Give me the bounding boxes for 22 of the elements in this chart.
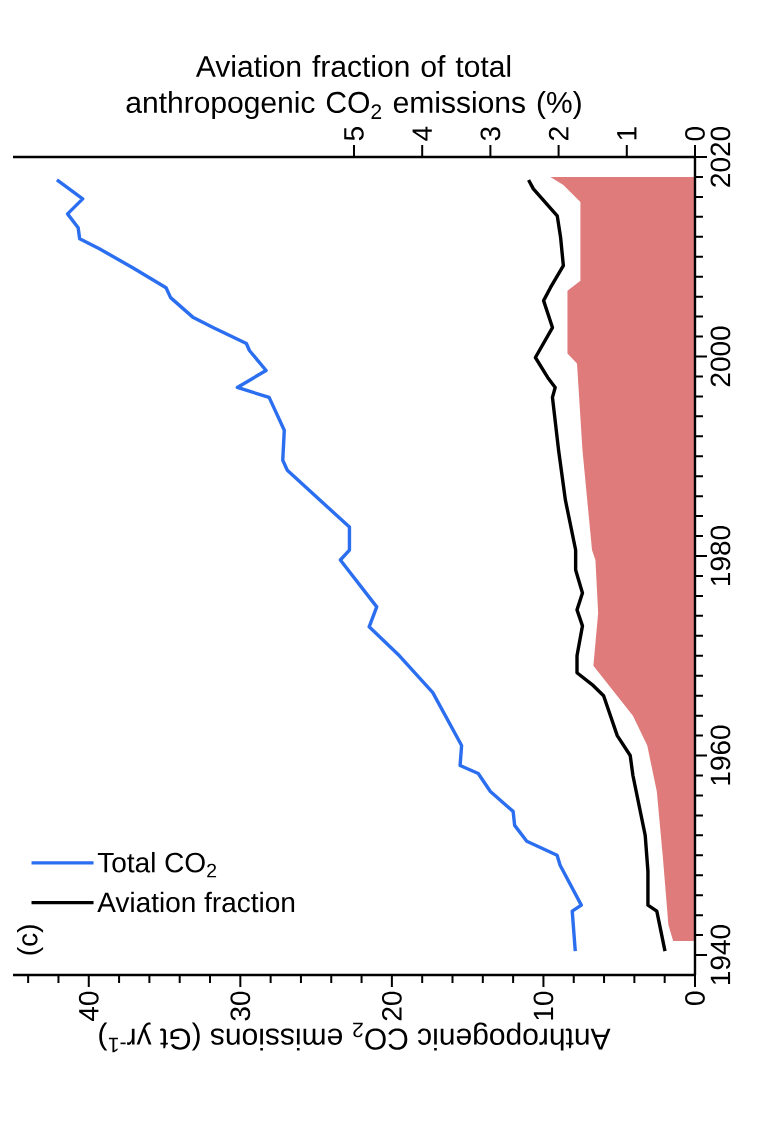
legend-label: Aviation fraction [97, 891, 295, 913]
x2-tick-label: 5 [344, 127, 364, 141]
y-tick-label: 2020 [710, 126, 731, 187]
x2-tick-label: 3 [480, 127, 501, 141]
x2-tick-label: 2 [548, 127, 569, 141]
x-axis-title: Anthropogenic CO$_{2}$ emissions (Gt yr$^{-1}$) [99, 1022, 611, 1053]
x-tick-label: 20 [381, 991, 402, 1021]
x-tick-label: 40 [78, 991, 99, 1022]
x2-tick-label: 0 [685, 126, 705, 141]
x-tick-label: 0 [685, 991, 705, 1005]
y-tick-label: 2000 [710, 326, 731, 387]
x-tick-label: 30 [230, 991, 251, 1021]
x2-axis-title: Aviation fraction of total anthropogenic CO$_{2}$ emissions (%) [126, 55, 581, 120]
annotation: (c) [17, 925, 44, 955]
x2-tick-label: 4 [412, 126, 432, 141]
y-tick-label: 1960 [710, 725, 731, 785]
x2-tick-label: 1 [617, 127, 637, 140]
x-tick-label: 10 [533, 991, 554, 1020]
y-tick-label: 1980 [710, 525, 731, 586]
legend-label: Total CO$_{2}$ [97, 851, 217, 878]
line-series [55, 178, 584, 953]
y-tick-label: 1940 [710, 925, 731, 985]
